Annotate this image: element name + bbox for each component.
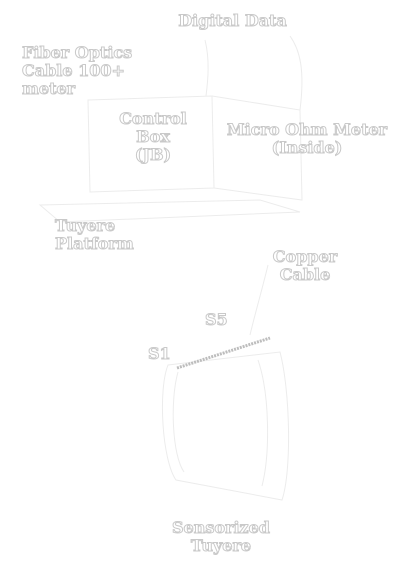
label-sensor-s5: S5 [205, 310, 229, 329]
micro-ohm-meter-outline [211, 95, 303, 201]
fiber-optic-cable-line-2 [289, 35, 303, 111]
label-fiber-optics-cable: Fiber Optics Cable 100+ meter [22, 43, 133, 98]
label-micro-ohm-meter: Micro Ohm Meter (Inside) [226, 120, 388, 157]
label-sensorized-tuyere: Sensorized Tuyere [171, 518, 270, 555]
label-sensor-s1: S1 [148, 344, 172, 363]
copper-cable-line [249, 264, 269, 336]
tuyere-platform-outline [38, 199, 301, 223]
label-control-box: Control Box (JB) [119, 109, 188, 164]
tuyere-inner [172, 371, 185, 473]
label-digital-data: Digital Data [178, 11, 288, 30]
label-copper-cable: Copper Cable [272, 247, 338, 284]
tuyere-body [162, 351, 290, 501]
tuyere-inner-2 [257, 359, 269, 487]
fiber-optic-cable-line [204, 39, 209, 97]
label-tuyere-platform: Tuyere Platform [55, 216, 135, 253]
sensor-strip [176, 336, 271, 370]
